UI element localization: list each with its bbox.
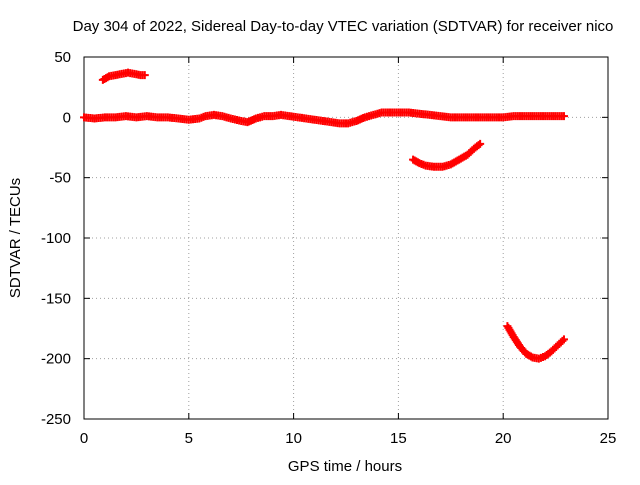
points-layer xyxy=(80,68,568,363)
series-1 xyxy=(80,108,568,128)
y-tick-label: 50 xyxy=(54,49,71,66)
y-tick-label: -200 xyxy=(41,351,71,368)
x-tick-label: 10 xyxy=(285,430,302,447)
x-tick-label: 5 xyxy=(185,430,193,447)
data-point xyxy=(140,71,149,80)
y-tick-label: 0 xyxy=(63,109,71,126)
data-point xyxy=(559,112,568,121)
data-point xyxy=(474,141,483,150)
x-tick-label: 15 xyxy=(390,430,407,447)
chart-title: Day 304 of 2022, Sidereal Day-to-day VTE… xyxy=(73,18,614,35)
series-2 xyxy=(98,68,149,84)
axes-layer: 0 5 10 15 20 25 -250 -200 -150 -100 -50 0 50 xyxy=(41,49,616,447)
y-tick-label: -250 xyxy=(41,411,71,428)
data-point xyxy=(476,139,485,148)
y-tick-label: -100 xyxy=(41,230,71,247)
data-point xyxy=(559,335,568,344)
y-tick-label: -50 xyxy=(49,170,71,187)
x-tick-label: 20 xyxy=(495,430,512,447)
x-axis-label: GPS time / hours xyxy=(288,458,402,475)
x-tick-label: 25 xyxy=(600,430,617,447)
y-axis-label: SDTVAR / TECUs xyxy=(7,178,24,298)
y-tick-label: -150 xyxy=(41,290,71,307)
x-tick-label: 0 xyxy=(80,430,88,447)
data-point xyxy=(558,336,567,345)
series-4 xyxy=(503,322,568,363)
series-3 xyxy=(409,139,485,171)
